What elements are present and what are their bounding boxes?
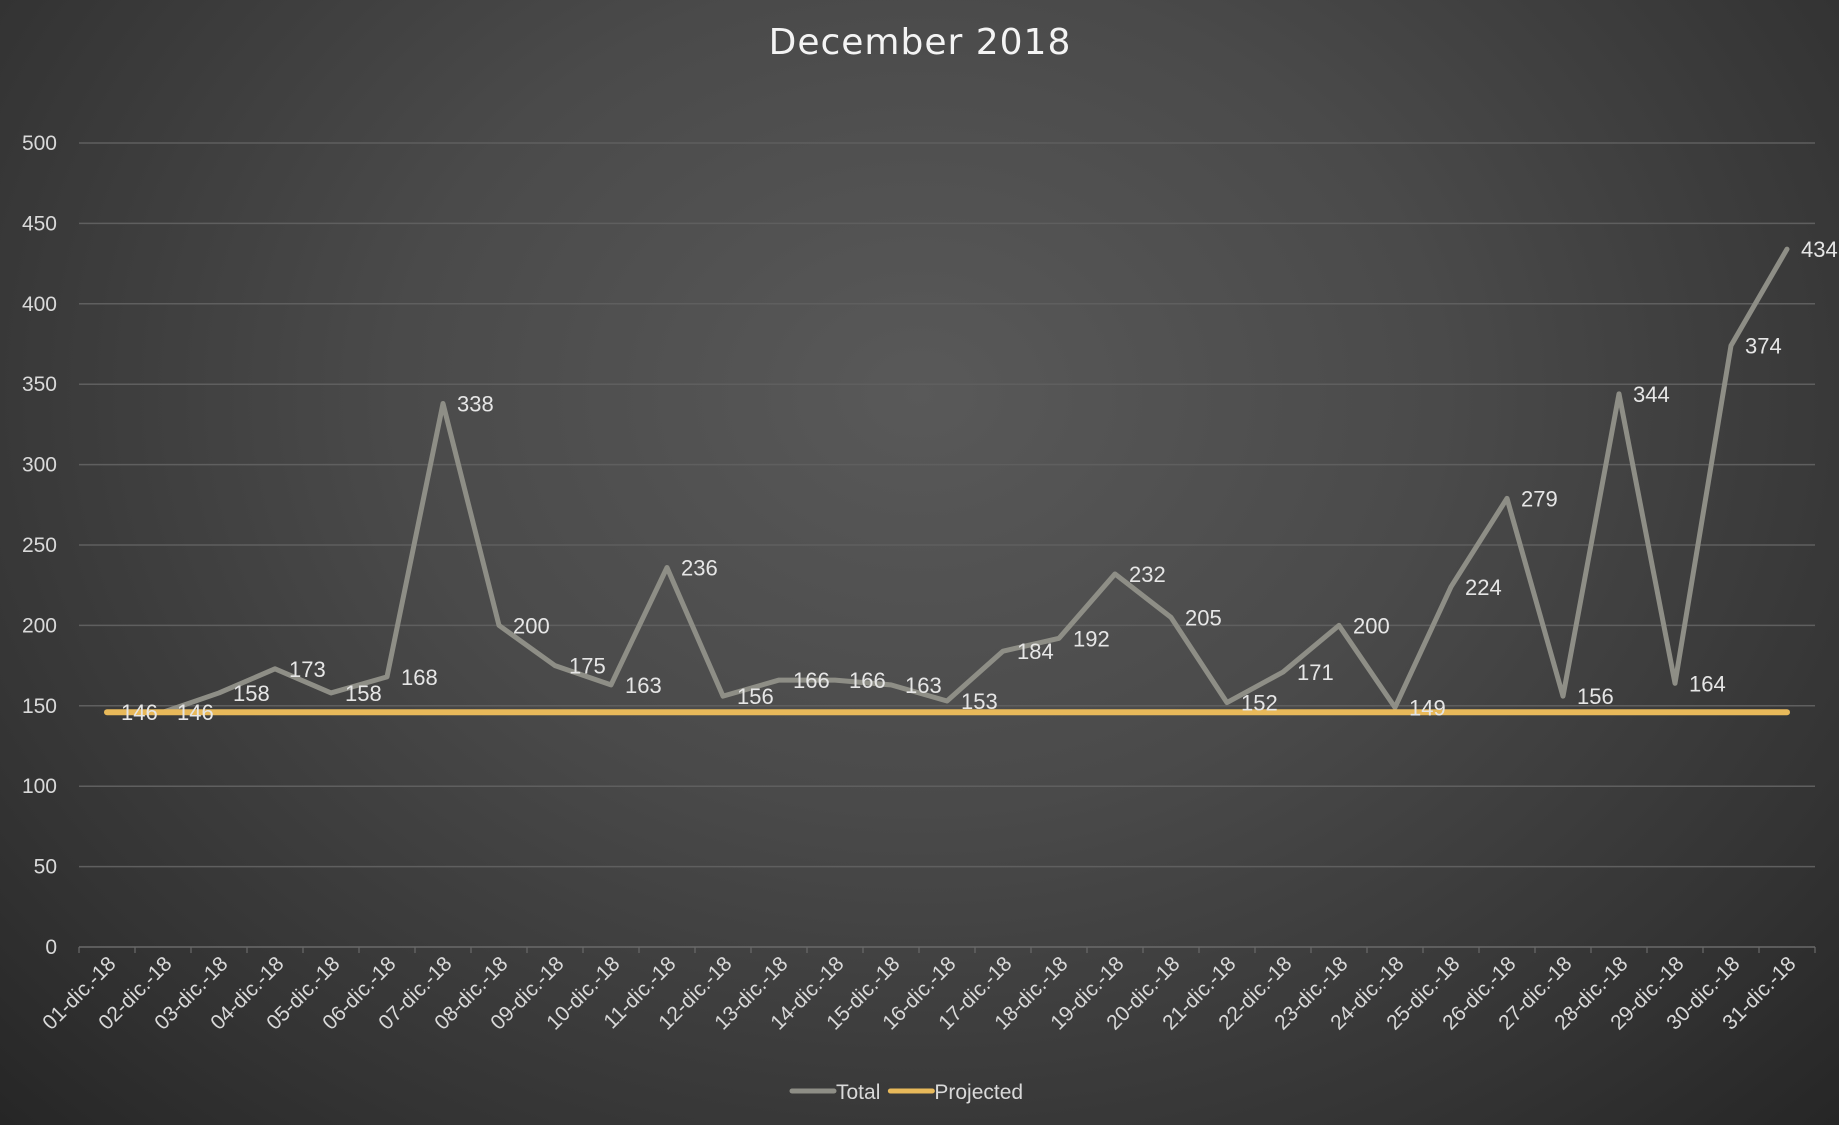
data-label: 163 [625,673,662,698]
data-label: 152 [1241,691,1278,716]
data-label: 158 [233,681,270,706]
data-label: 279 [1521,486,1558,511]
y-tick-label: 150 [22,695,57,718]
y-tick-label: 500 [22,132,57,155]
data-label: 146 [177,700,214,725]
legend: Total Projected [789,1081,1023,1104]
data-label: 146 [121,700,158,725]
data-label: 344 [1633,382,1670,407]
data-labels: 146 146 158 173 158 168 338 200 175 163 236 156 166 1… [121,237,1838,725]
data-label: 374 [1745,334,1782,359]
data-label: 205 [1185,605,1222,630]
data-label: 224 [1465,575,1502,600]
x-axis: 01-dic.-1802-dic.-1803-dic.-1804-dic.-18… [38,946,1816,1035]
series-group [104,246,1790,716]
data-label: 200 [1353,613,1390,638]
data-label: 434 [1801,237,1838,262]
data-label: 232 [1129,562,1166,587]
data-label: 171 [1297,660,1334,685]
y-tick-label: 350 [22,373,57,396]
data-label: 173 [289,657,326,682]
data-label: 236 [681,556,718,581]
data-label: 184 [1017,639,1054,664]
data-label: 156 [737,684,774,709]
legend-label-projected: Projected [934,1081,1023,1104]
y-axis: 0 50 100 150 200 250 300 350 400 450 500 [22,132,57,959]
data-label: 200 [513,613,550,638]
series-line-total [104,246,1790,715]
data-label: 175 [569,654,606,679]
legend-label-total: Total [836,1081,880,1104]
data-label: 149 [1409,695,1446,720]
data-label: 166 [849,668,886,693]
y-tick-label: 450 [22,212,57,235]
y-tick-label: 400 [22,293,57,316]
y-tick-label: 300 [22,454,57,477]
data-label: 156 [1577,684,1614,709]
y-tick-label: 200 [22,614,57,637]
chart-title: December 2018 [769,22,1072,63]
gridlines [79,142,1815,868]
data-label: 158 [345,681,382,706]
data-label: 338 [457,391,494,416]
data-label: 192 [1073,626,1110,651]
y-tick-label: 0 [45,936,57,959]
data-label: 168 [401,665,438,690]
y-tick-label: 50 [34,856,57,879]
y-tick-label: 250 [22,534,57,557]
data-label: 166 [793,668,830,693]
data-label: 164 [1689,671,1726,696]
data-label: 153 [961,689,998,714]
y-tick-label: 100 [22,775,57,798]
data-label: 163 [905,673,942,698]
